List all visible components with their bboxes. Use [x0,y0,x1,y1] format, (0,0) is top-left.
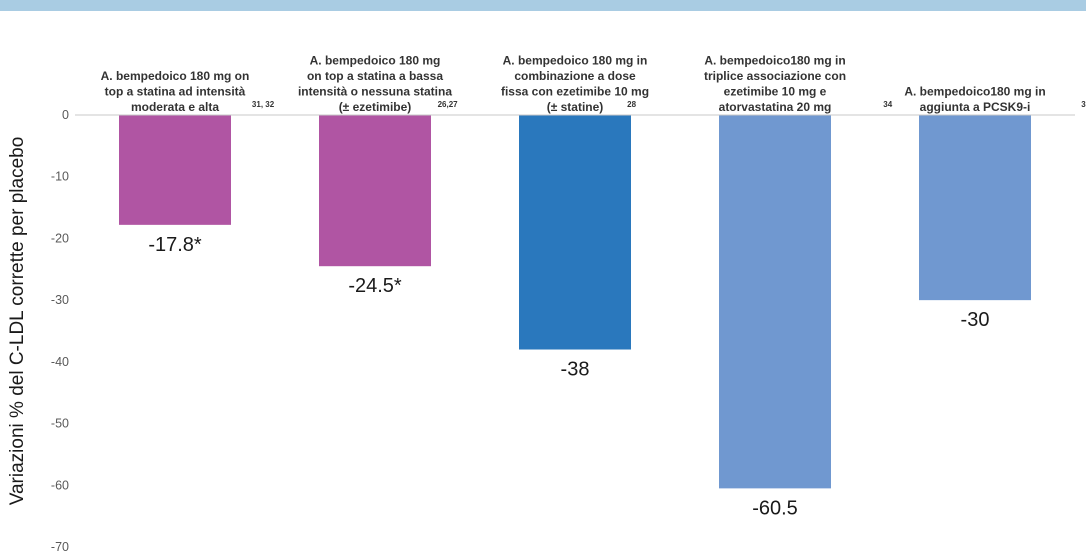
bar-value-label: -24.5* [348,275,402,297]
bar-value-label: -17.8* [148,234,202,256]
y-tick-label: -30 [51,293,69,307]
category-label: A. bempedoico180 mg in triplice associazi… [704,54,893,115]
y-tick-label: -20 [51,231,69,245]
category-label: A. bempedoico180 mg in aggiunta a PCSK9-i… [904,85,1086,115]
bar-value-label: -30 [961,309,990,331]
y-tick-label: -40 [51,355,69,369]
bar [919,115,1031,301]
y-tick-label: -10 [51,170,69,184]
bar [719,115,831,489]
bar [319,115,431,267]
y-tick-label: -70 [51,540,69,551]
bar-value-label: -60.5 [752,497,798,519]
y-axis-label: Variazioni % del C-LDL corrette per plac… [7,137,28,506]
bar [119,115,231,225]
bar-value-label: -38 [561,359,590,381]
category-label: A. bempedoico 180 mg in combinazione a do… [501,54,649,115]
y-tick-label: -50 [51,417,69,431]
y-tick-label: 0 [62,108,69,122]
category-label: A. bempedoico 180 mg on top a statina a b… [298,54,458,115]
bar [519,115,631,350]
category-label: A. bempedoico 180 mg on top a statina ad … [101,69,275,114]
top-band [0,0,1086,11]
y-tick-label: -60 [51,478,69,492]
